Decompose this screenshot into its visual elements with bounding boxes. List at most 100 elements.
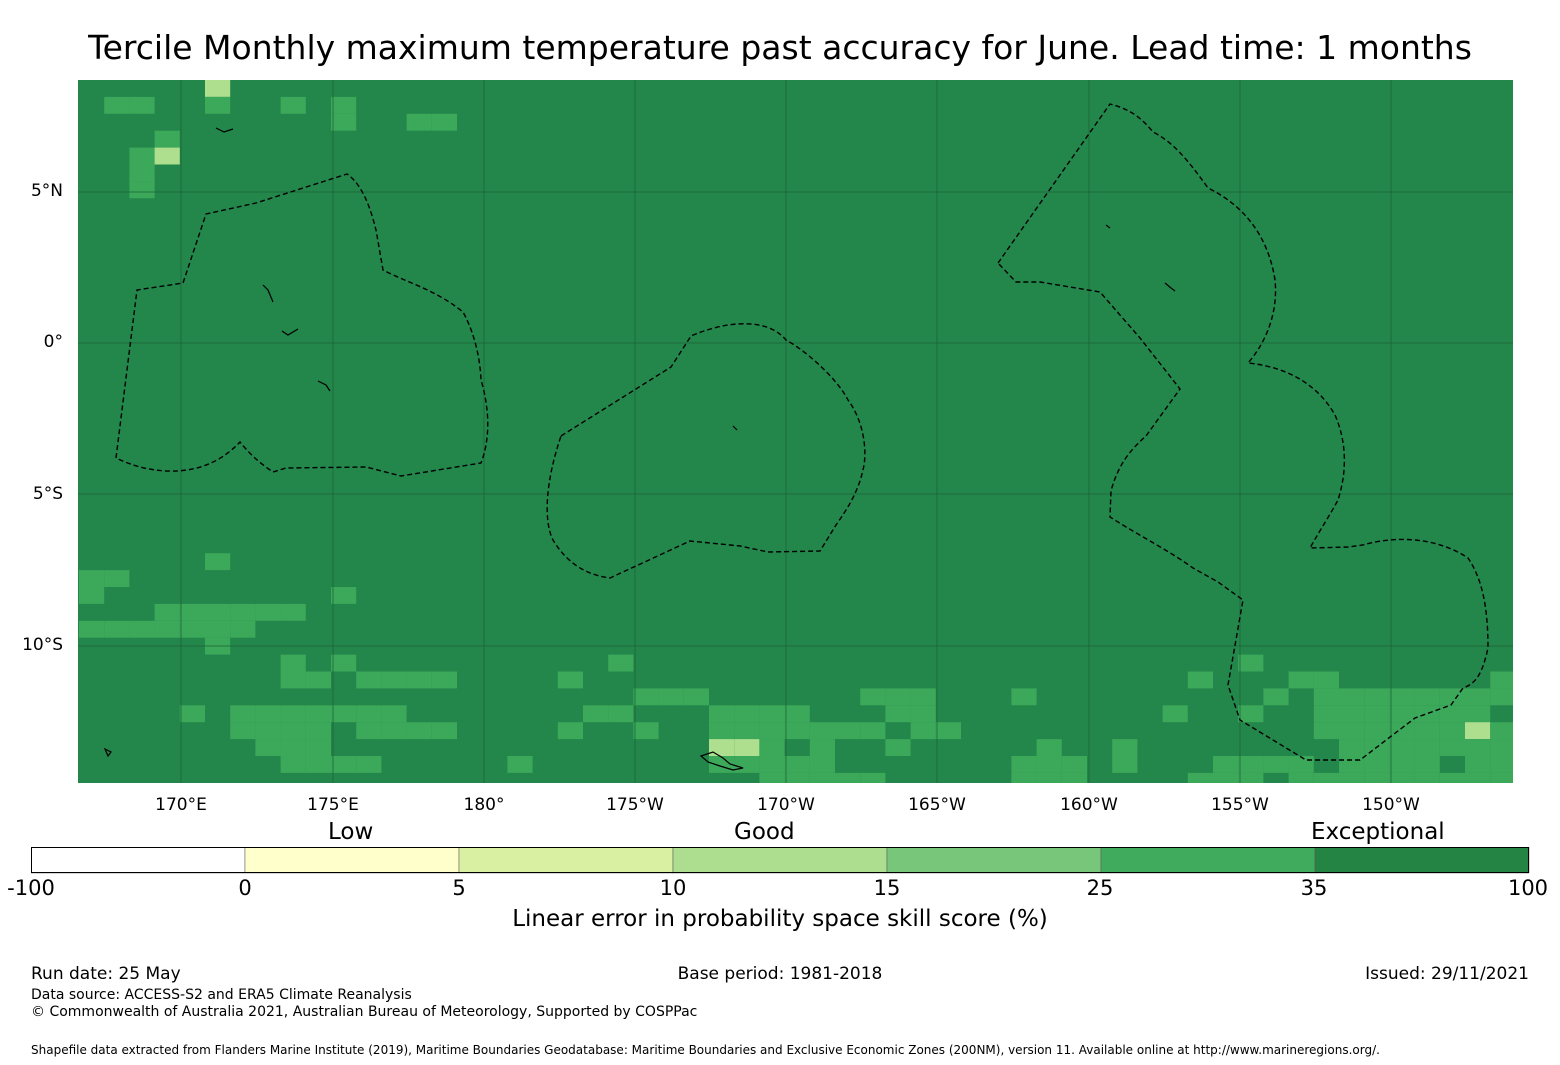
graticule — [78, 80, 1513, 783]
skill-cell — [129, 96, 155, 114]
skill-cell — [154, 130, 180, 148]
skill-cell — [1112, 739, 1138, 756]
skill-cell — [809, 739, 835, 756]
skill-cell — [809, 772, 835, 783]
skill-cell — [1313, 772, 1339, 783]
skill-cell — [1238, 772, 1264, 783]
skill-cell — [406, 671, 432, 689]
skill-cell — [1162, 705, 1188, 723]
skill-cell — [1389, 705, 1415, 723]
skill-cell — [1187, 671, 1213, 689]
skill-cell — [658, 688, 684, 706]
colorbar-category-good: Good — [734, 819, 795, 845]
colorbar-tick: 100 — [1507, 876, 1549, 900]
skill-cell — [1263, 688, 1289, 706]
lon-tick-label: 180° — [463, 795, 505, 815]
eez-boundary-tokelau-samoa — [546, 323, 866, 579]
skill-cell — [1213, 772, 1239, 783]
skill-cell — [1213, 756, 1239, 773]
skill-cell — [381, 722, 407, 740]
skill-cell — [255, 603, 281, 621]
skill-cell — [885, 688, 911, 706]
skill-cell — [1364, 705, 1390, 723]
skill-cell — [129, 147, 155, 165]
skill-cell — [431, 722, 457, 740]
colorbar — [31, 847, 1530, 874]
skill-cell — [910, 722, 936, 740]
skill-cell — [1490, 756, 1513, 773]
colorbar-tick: -100 — [7, 876, 55, 900]
skill-cell — [179, 603, 205, 621]
skill-cell — [154, 147, 180, 165]
skill-cell — [784, 722, 810, 740]
colorbar-category-exceptional: Exceptional — [1311, 819, 1445, 845]
lon-tick-label: 155°W — [1211, 795, 1269, 815]
lon-tick-label: 160°W — [1060, 795, 1118, 815]
skill-cell — [1439, 739, 1465, 756]
skill-cell — [1490, 671, 1513, 689]
lon-tick-label: 170°W — [757, 795, 815, 815]
colorbar-category-low: Low — [328, 819, 374, 845]
skill-cell — [910, 705, 936, 723]
skill-cell — [1238, 756, 1264, 773]
colorbar-segment — [458, 847, 674, 874]
skill-cell — [885, 739, 911, 756]
eez-boundaries — [115, 103, 1489, 761]
colorbar-segment — [1314, 847, 1530, 874]
skill-cell — [356, 756, 382, 773]
skill-cell — [129, 620, 155, 638]
skill-cell — [79, 620, 105, 638]
skill-cell — [633, 688, 659, 706]
skill-cell — [255, 705, 281, 723]
skill-cell — [230, 620, 256, 638]
skill-cell — [734, 756, 760, 773]
colorbar-segment — [31, 847, 246, 874]
skill-cell — [154, 620, 180, 638]
skill-cell — [860, 772, 886, 783]
skill-cell — [1036, 772, 1062, 783]
skill-cell — [331, 587, 357, 604]
skill-cell — [255, 739, 281, 756]
skill-cell — [104, 570, 130, 587]
skill-cell — [1465, 772, 1491, 783]
lat-tick-label: 5°N — [30, 181, 63, 201]
skill-cell — [1414, 756, 1440, 773]
skill-cell — [280, 739, 306, 756]
skill-cell — [280, 671, 306, 689]
map-background — [78, 80, 1513, 783]
skill-cell — [1339, 688, 1365, 706]
skill-cell — [104, 620, 130, 638]
shapefile-credit: Shapefile data extracted from Flanders M… — [31, 1043, 1380, 1057]
skill-cell — [759, 772, 785, 783]
skill-cell — [129, 181, 155, 199]
skill-cell — [1389, 739, 1415, 756]
skill-cell — [280, 722, 306, 740]
skill-cell — [381, 671, 407, 689]
skill-cell — [784, 705, 810, 723]
skill-cell — [230, 722, 256, 740]
island-outlines — [103, 127, 1176, 771]
skill-cell — [1439, 705, 1465, 723]
skill-cell — [305, 756, 331, 773]
run-date: Run date: 25 May — [31, 964, 181, 984]
skill-cell — [1414, 705, 1440, 723]
skill-cell — [1313, 671, 1339, 689]
skill-cell — [179, 705, 205, 723]
skill-cell — [860, 688, 886, 706]
skill-cell — [1263, 756, 1289, 773]
skill-cell — [381, 705, 407, 723]
skill-cell — [1439, 772, 1465, 783]
colorbar-segment — [1100, 847, 1316, 874]
skill-cell — [1389, 722, 1415, 740]
skill-cell — [784, 756, 810, 773]
colorbar-segment — [886, 847, 1102, 874]
colorbar-label: Linear error in probability space skill … — [512, 906, 1048, 932]
skill-cell — [885, 705, 911, 723]
skill-cell — [1490, 772, 1513, 783]
skill-cell — [179, 620, 205, 638]
lon-tick-label: 170°E — [155, 795, 207, 815]
skill-cell — [331, 756, 357, 773]
skill-cell — [608, 705, 634, 723]
skill-cell — [280, 96, 306, 114]
skill-cell — [1465, 688, 1491, 706]
